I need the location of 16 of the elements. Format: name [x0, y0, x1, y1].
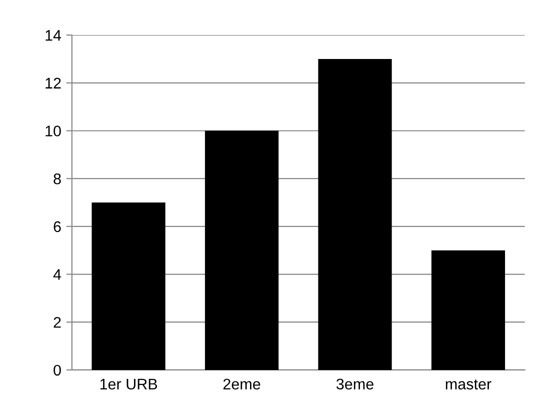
y-tick-label: 12 [46, 78, 61, 88]
x-tick-label: 1er URB [100, 378, 158, 390]
x-tick-label: 3eme [336, 378, 374, 390]
y-tick-label: 14 [46, 30, 62, 41]
y-tick-label: 10 [46, 126, 61, 136]
bar [204, 130, 279, 370]
y-tick-label: 8 [54, 173, 61, 184]
y-tick-label: 0 [54, 364, 61, 376]
y-tick-label: 4 [53, 269, 62, 280]
bar [92, 202, 166, 370]
y-tick-label: 6 [54, 221, 61, 232]
x-tick-label: master [446, 379, 492, 390]
y-tick-label: 2 [54, 316, 61, 328]
x-tick-label: 2eme [223, 378, 260, 390]
bar [431, 250, 506, 370]
bar [318, 58, 392, 370]
